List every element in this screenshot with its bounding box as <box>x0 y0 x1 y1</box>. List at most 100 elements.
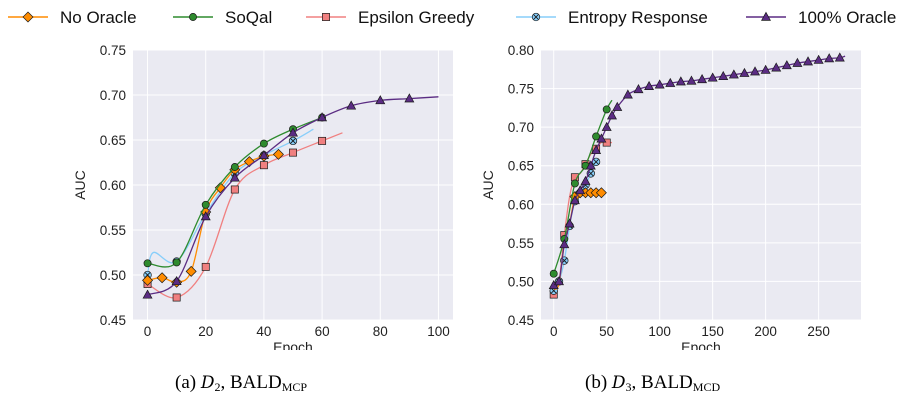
data-point <box>230 163 239 171</box>
data-point <box>596 133 607 143</box>
data-point <box>201 262 210 271</box>
data-point <box>602 138 611 147</box>
data-point <box>760 64 771 74</box>
data-point <box>697 73 708 84</box>
x-tick-label: 40 <box>256 324 271 339</box>
x-tick-label: 0 <box>550 324 558 339</box>
x-axis-label: Epoch <box>681 339 721 350</box>
y-tick-label: 0.80 <box>508 43 534 58</box>
y-tick-label: 0.60 <box>100 178 126 193</box>
caption-a: (a) D2, BALDMCP <box>175 372 307 395</box>
data-point <box>595 187 607 199</box>
y-axis-label: AUC <box>72 170 88 200</box>
data-point <box>575 185 586 195</box>
caption-a-dataset-sub: 2 <box>214 380 221 394</box>
y-axis-label: AUC <box>480 170 496 200</box>
y-tick-label: 0.60 <box>508 197 534 212</box>
data-point <box>675 76 686 86</box>
data-point <box>622 89 633 99</box>
y-tick-label: 0.55 <box>508 236 534 251</box>
chart-panel-b: 0 50 100 150 200 250 0.45 0.50 0.55 0.60 0.65 0.70 0… <box>468 40 868 355</box>
y-tick-label: 0.45 <box>100 313 126 328</box>
caption-b: (b) D3, BALDMCD <box>585 372 720 395</box>
data-point <box>612 101 623 111</box>
y-tick-label: 0.70 <box>100 88 126 103</box>
x-tick-label: 0 <box>144 324 152 339</box>
data-point <box>686 75 697 85</box>
y-tick-label: 0.45 <box>508 313 534 328</box>
data-point <box>750 66 761 76</box>
y-tick-label: 0.55 <box>100 223 126 238</box>
data-point <box>824 53 835 63</box>
caption-b-prefix: (b) <box>585 372 612 393</box>
data-point <box>142 274 154 286</box>
legend-item-no-oracle: No Oracle <box>8 8 137 27</box>
data-point <box>258 149 269 160</box>
data-point <box>570 179 579 188</box>
data-point <box>607 110 617 120</box>
legend-item-soqal: SoQal <box>173 8 272 27</box>
data-point <box>317 112 328 122</box>
series-soqal <box>549 99 613 278</box>
data-point <box>564 218 575 228</box>
caption-b-dataset-sub: 3 <box>625 380 632 394</box>
data-point <box>592 132 601 141</box>
series-100pct-oracle <box>142 93 439 299</box>
data-point <box>644 80 655 91</box>
data-point <box>834 52 845 62</box>
data-point <box>585 160 596 170</box>
caption-a-method-sub: MCP <box>281 380 308 394</box>
y-tick-label: 0.75 <box>100 43 126 58</box>
data-point <box>591 144 602 155</box>
data-point <box>143 259 152 268</box>
legend-marker-icon <box>531 12 541 22</box>
data-point <box>214 182 226 194</box>
chart-legend: No Oracle SoQal Epsilon Greedy Entropy Resp… <box>0 2 923 32</box>
caption-a-sep: , <box>220 372 230 393</box>
x-tick-label: 200 <box>754 324 777 339</box>
data-point <box>601 121 612 131</box>
caption-a-prefix: (a) <box>175 372 201 393</box>
data-point <box>288 127 298 137</box>
y-tick-label: 0.50 <box>508 274 534 289</box>
data-point <box>718 70 729 80</box>
legend-item-100pct-oracle: 100% Oracle <box>746 8 896 27</box>
data-point <box>602 105 611 114</box>
series-100pct-oracle <box>548 52 846 290</box>
chart-a-svg: 0 20 40 60 80 100 0.45 0.50 0.55 0.60 0.65 0.70 0.75… <box>72 43 453 355</box>
data-point <box>230 185 239 194</box>
data-point <box>259 161 268 170</box>
data-point <box>633 84 644 94</box>
legend-label: 100% Oracle <box>798 8 896 27</box>
data-point <box>375 95 386 105</box>
x-tick-label: 250 <box>807 324 830 339</box>
data-point <box>549 269 558 278</box>
legend-marker-icon <box>22 11 34 23</box>
chart-panel-a: 0 20 40 60 80 100 0.45 0.50 0.55 0.60 0.65 0.70 0.75… <box>60 40 460 355</box>
data-point <box>142 289 153 299</box>
data-point <box>318 136 327 145</box>
legend-svg: No Oracle SoQal Epsilon Greedy Entropy Resp… <box>8 8 896 27</box>
caption-a-dataset: D <box>200 373 215 393</box>
x-tick-label: 150 <box>701 324 724 339</box>
plot-area-b <box>541 50 861 320</box>
data-point <box>580 175 591 185</box>
y-tick-label: 0.65 <box>508 159 534 174</box>
x-tick-label: 80 <box>373 324 388 339</box>
caption-b-sep: , <box>631 372 642 393</box>
caption-b-method-sub: MCD <box>692 380 721 394</box>
y-tick-label: 0.75 <box>508 82 534 97</box>
legend-item-entropy-response: Entropy Response <box>516 8 708 27</box>
data-point <box>554 276 565 286</box>
data-point <box>792 57 803 67</box>
x-tick-label: 20 <box>198 324 213 339</box>
legend-marker-icon <box>761 11 771 21</box>
data-point <box>569 195 580 205</box>
data-point <box>156 272 168 284</box>
data-point <box>771 62 782 72</box>
data-point <box>654 79 665 89</box>
data-point <box>200 211 211 221</box>
data-point <box>172 293 181 302</box>
caption-a-method: BALD <box>229 372 282 393</box>
x-tick-label: 60 <box>315 324 330 339</box>
